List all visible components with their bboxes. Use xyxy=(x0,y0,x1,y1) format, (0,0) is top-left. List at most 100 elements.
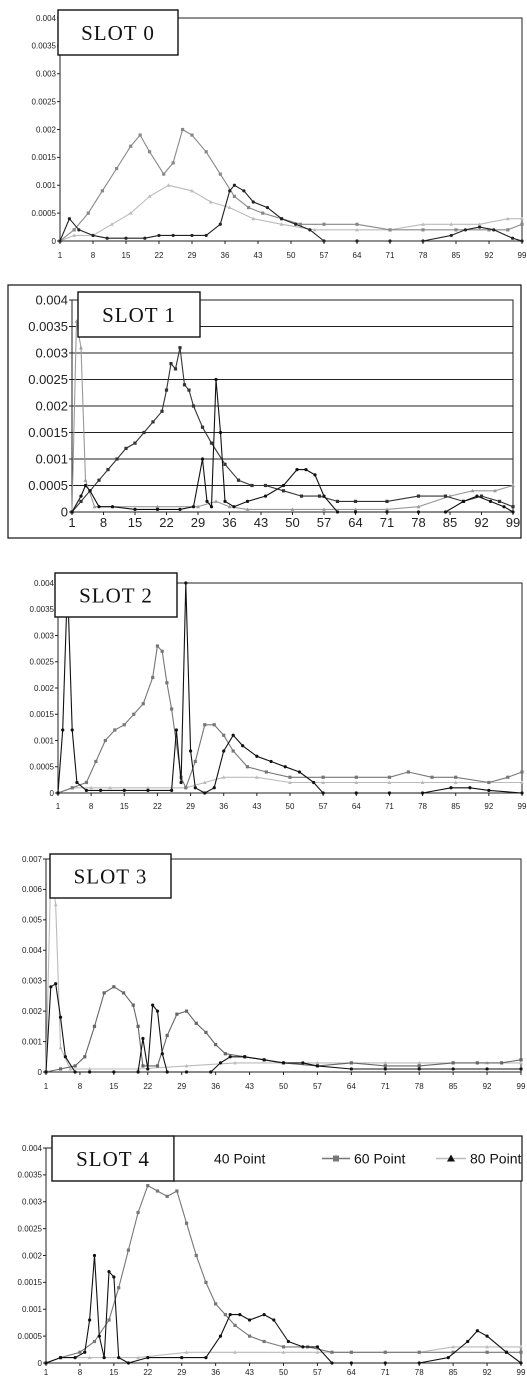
x-tick-label: 92 xyxy=(484,802,493,811)
data-point-s40 xyxy=(58,1356,63,1360)
data-point-s80 xyxy=(520,780,524,784)
data-point-s60 xyxy=(520,770,524,774)
y-tick-label: 0.004 xyxy=(22,1144,43,1153)
data-point-s60 xyxy=(113,728,117,732)
data-point-s40 xyxy=(519,1067,523,1071)
x-tick-label: 43 xyxy=(252,802,261,811)
data-point-s40 xyxy=(122,788,126,792)
data-point-s40 xyxy=(214,377,218,382)
data-point-s40 xyxy=(73,1356,77,1360)
data-point-s60 xyxy=(170,707,174,711)
data-point-s40 xyxy=(133,507,137,511)
data-point-s40 xyxy=(218,222,222,226)
y-tick-label: 0.0035 xyxy=(28,319,68,334)
data-point-s80 xyxy=(128,211,133,215)
data-point-s40 xyxy=(155,1009,160,1013)
data-point-s40 xyxy=(141,1036,145,1041)
data-point-s60 xyxy=(454,775,458,779)
x-tick-label: 57 xyxy=(313,1082,322,1091)
data-point-s80 xyxy=(322,507,326,511)
data-point-s60 xyxy=(223,1313,227,1317)
data-point-s60 xyxy=(233,1323,237,1327)
data-point-s60 xyxy=(451,1350,455,1354)
data-point-s60 xyxy=(97,478,101,482)
series-line-s80 xyxy=(45,870,521,1073)
data-point-s40 xyxy=(88,489,92,493)
data-point-s60 xyxy=(151,420,155,424)
series-s80 xyxy=(70,319,515,514)
data-point-s60 xyxy=(100,189,105,193)
data-point-s40 xyxy=(385,510,389,514)
data-point-s60 xyxy=(223,462,227,466)
series-s60 xyxy=(44,985,523,1074)
data-point-s60 xyxy=(122,723,126,727)
data-point-s40 xyxy=(421,239,425,243)
x-tick-label: 78 xyxy=(419,251,428,260)
data-point-s80 xyxy=(254,775,259,779)
series-s40 xyxy=(44,982,523,1074)
data-point-s40 xyxy=(475,494,479,498)
data-point-s60 xyxy=(321,775,325,779)
data-point-s40 xyxy=(92,1253,97,1258)
x-tick-label: 64 xyxy=(347,1082,356,1091)
data-point-s40 xyxy=(354,791,358,795)
data-point-s60 xyxy=(200,425,205,429)
legend-label-s40: 40 Point xyxy=(214,1151,265,1167)
data-point-s60 xyxy=(417,1064,421,1068)
data-point-s80 xyxy=(279,222,284,226)
x-tick-label: 29 xyxy=(186,802,195,811)
data-point-s60 xyxy=(169,362,173,366)
x-tick-label: 50 xyxy=(279,1368,288,1377)
data-point-s40 xyxy=(420,791,425,795)
data-point-s80 xyxy=(449,222,454,226)
y-tick-label: 0.0035 xyxy=(32,42,57,51)
data-point-s80 xyxy=(89,785,94,790)
y-tick-label: 0 xyxy=(50,789,55,798)
data-point-s60 xyxy=(180,127,185,132)
data-point-s60 xyxy=(117,1286,121,1290)
data-point-s80 xyxy=(208,199,213,204)
data-point-s80 xyxy=(92,504,97,509)
data-point-s40 xyxy=(388,239,392,243)
data-point-s80 xyxy=(288,780,292,784)
data-point-s60 xyxy=(194,1253,198,1258)
x-tick-label: 64 xyxy=(347,1368,356,1377)
data-point-s80 xyxy=(196,504,200,509)
data-point-s60 xyxy=(406,770,410,774)
x-tick-label: 99 xyxy=(517,1082,526,1091)
data-point-s80 xyxy=(87,1355,92,1360)
series-line-s80 xyxy=(45,1346,521,1364)
data-point-s60 xyxy=(506,775,510,779)
data-point-s80 xyxy=(83,478,88,482)
data-point-s40 xyxy=(99,788,103,792)
data-point-s60 xyxy=(73,1064,77,1068)
chart-1: 0 0.0005 0.001 0.0015 0.002 0.0025 0.003 0.0035… xyxy=(7,284,522,539)
data-point-s80 xyxy=(470,488,475,493)
data-point-s40 xyxy=(255,754,259,758)
x-tick-label: 57 xyxy=(313,1368,322,1377)
data-point-s40 xyxy=(155,507,160,511)
data-point-s40 xyxy=(190,233,194,238)
data-point-s40 xyxy=(228,189,232,193)
data-point-s80 xyxy=(233,1350,237,1354)
y-tick-label: 0.0015 xyxy=(28,425,68,440)
x-tick-label: 85 xyxy=(452,251,461,260)
data-point-s40 xyxy=(383,1361,387,1365)
data-point-s60 xyxy=(383,1350,387,1354)
y-tick-label: 0.002 xyxy=(35,399,68,414)
series-s60 xyxy=(58,127,524,243)
data-point-s80 xyxy=(420,780,425,784)
data-point-s40 xyxy=(143,236,147,240)
x-tick-label: 1 xyxy=(68,515,75,530)
data-point-s40 xyxy=(449,233,453,238)
x-tick-label: 43 xyxy=(245,1082,254,1091)
data-point-s60 xyxy=(131,1003,135,1007)
series-s40 xyxy=(70,377,515,514)
data-point-s40 xyxy=(312,780,316,785)
data-point-s60 xyxy=(94,759,98,764)
data-point-s40 xyxy=(238,1313,242,1317)
y-tick-label: 0 xyxy=(38,1359,43,1368)
data-point-s40 xyxy=(251,200,255,204)
data-point-s60 xyxy=(160,649,164,653)
x-tick-label: 36 xyxy=(222,515,236,530)
